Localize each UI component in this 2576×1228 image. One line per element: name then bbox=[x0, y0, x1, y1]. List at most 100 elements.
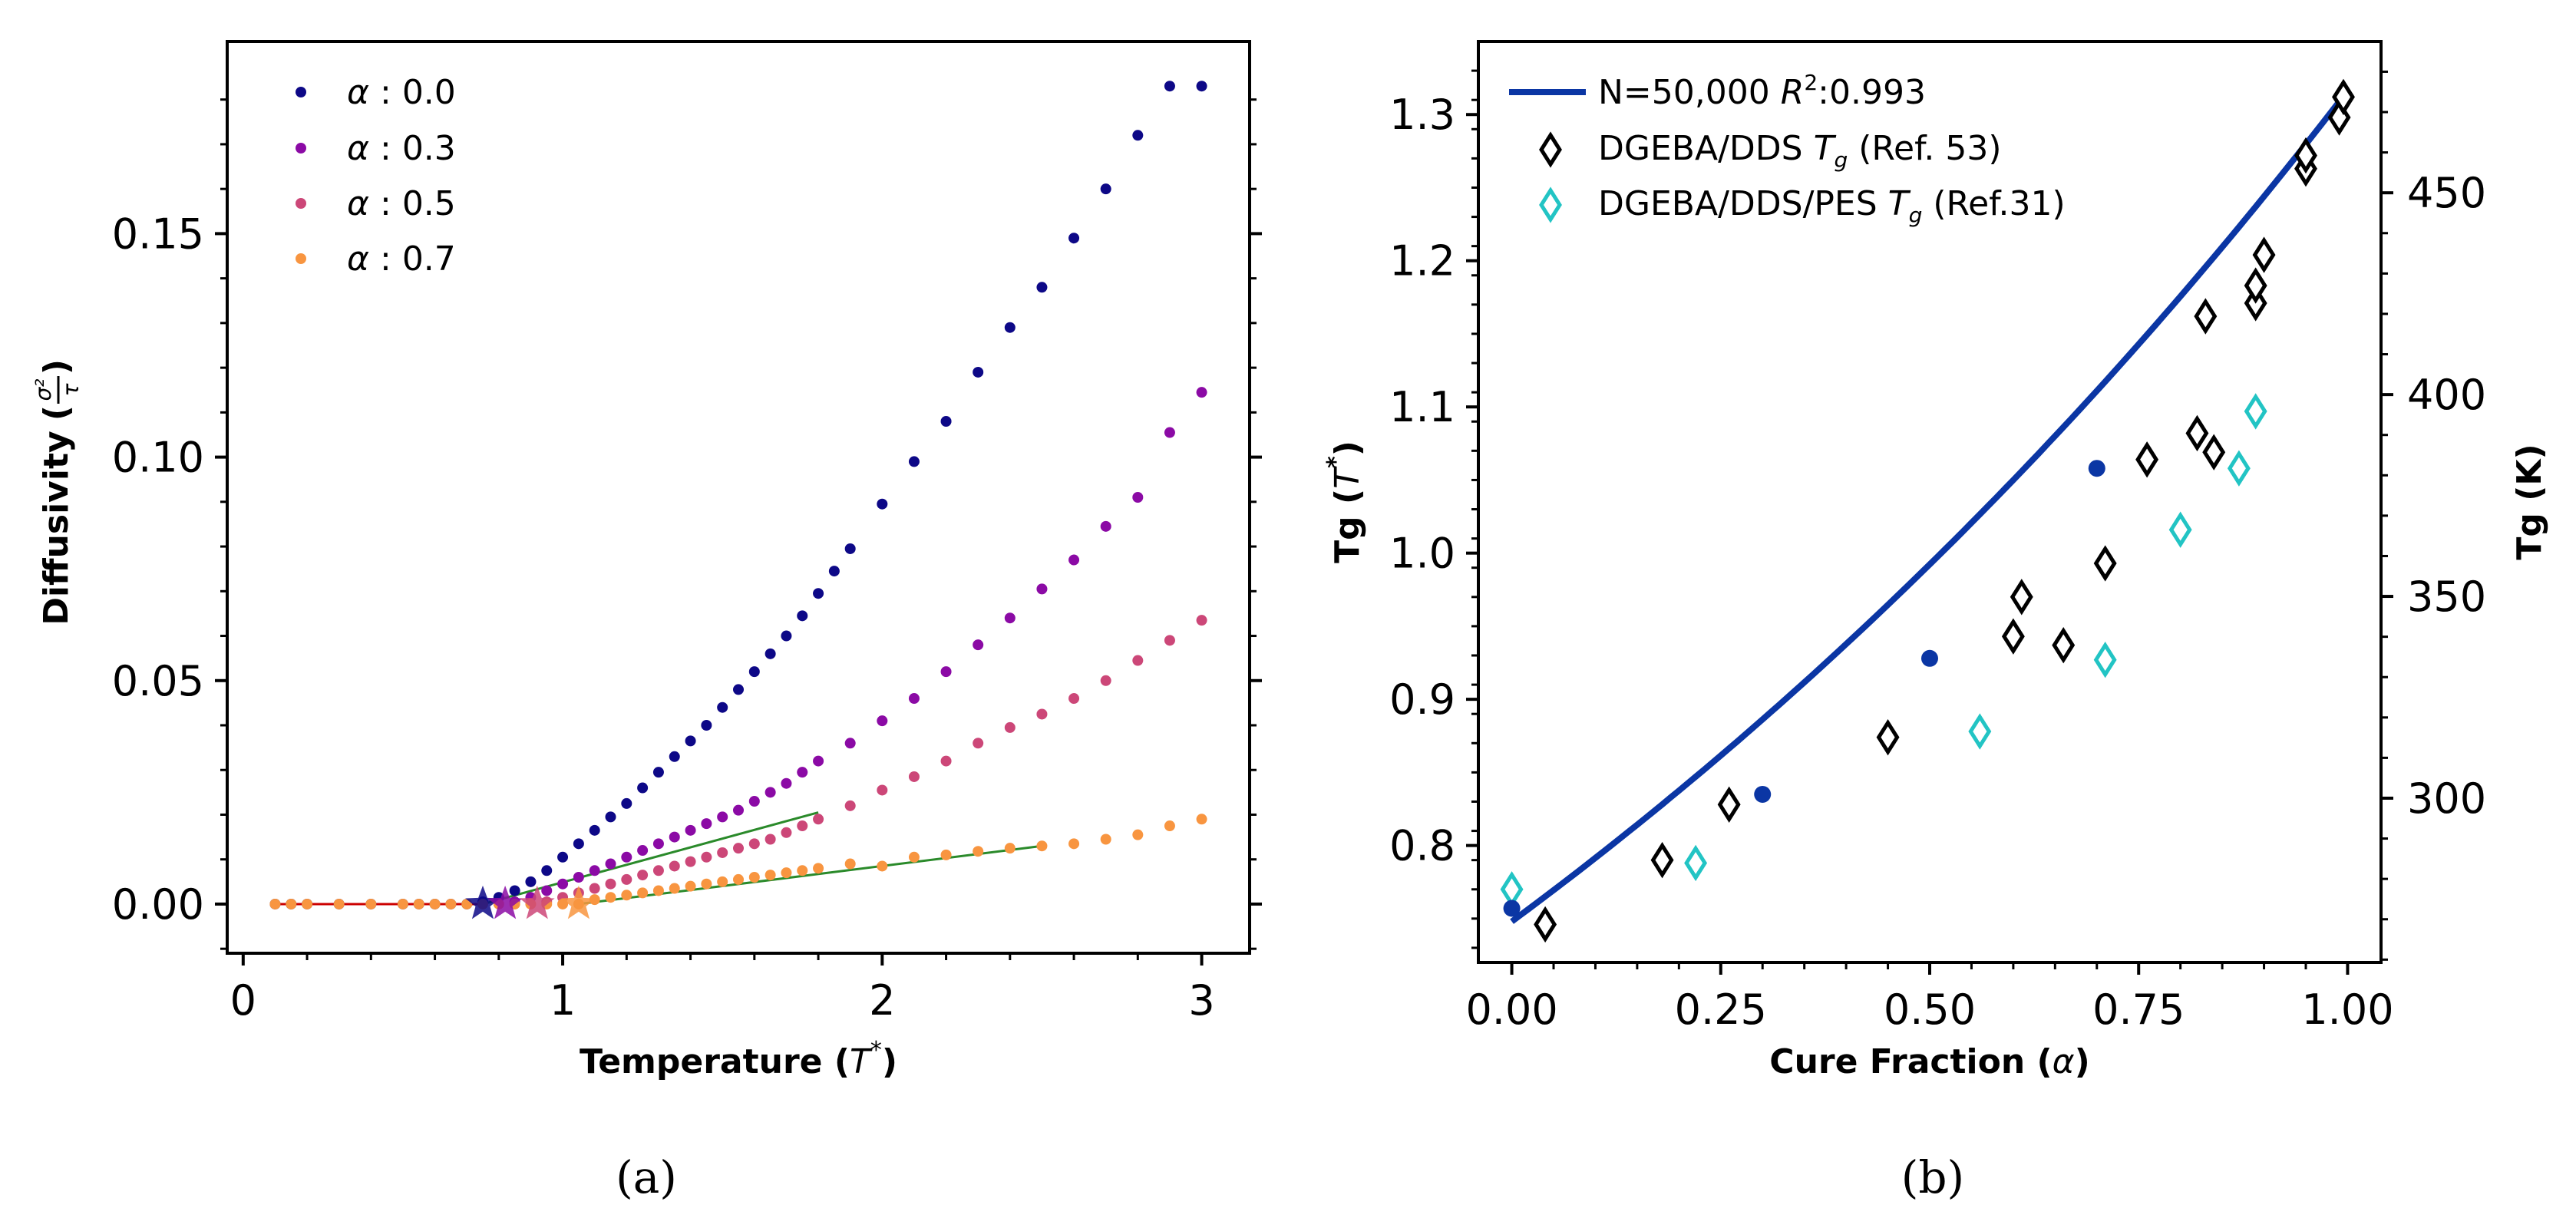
panel-b-right-y-axis-label: Tg (K) bbox=[2510, 444, 2549, 560]
panel-b-data-points bbox=[1500, 78, 2355, 943]
data-point-series-1 bbox=[1036, 583, 1048, 595]
panel-b-plot-frame bbox=[1477, 40, 2383, 964]
fit-line bbox=[482, 811, 819, 906]
data-point-series-3 bbox=[813, 863, 824, 874]
data-point-series-3 bbox=[973, 846, 984, 857]
diamond-point-series-1 bbox=[2093, 642, 2117, 678]
data-point-series-2 bbox=[669, 860, 680, 872]
data-point-series-3 bbox=[1004, 843, 1016, 854]
data-point-series-3 bbox=[445, 898, 457, 909]
data-point-series-1 bbox=[1004, 612, 1016, 624]
data-point-series-1 bbox=[844, 738, 856, 749]
x-tick-label: 2 bbox=[869, 976, 895, 1025]
legend-label-alpha-value: : 0.3 bbox=[369, 129, 456, 168]
data-point-series-3 bbox=[797, 865, 808, 876]
data-point-series-2 bbox=[637, 870, 649, 881]
legend-entry-alpha-0.7: α : 0.7 bbox=[296, 239, 456, 279]
data-point-series-1 bbox=[877, 715, 888, 727]
data-point-series-0 bbox=[1100, 183, 1111, 195]
svg-text:DGEBA/DDS/PES Tg (Ref.31): DGEBA/DDS/PES Tg (Ref.31) bbox=[1598, 184, 2066, 228]
panel-b-x-ticks: 0.00 0.25 0.50 0.75 1.00 bbox=[1465, 962, 2394, 1034]
data-point-series-0 bbox=[605, 811, 616, 823]
svg-text:α : 0.5: α : 0.5 bbox=[347, 184, 456, 223]
data-point-series-3 bbox=[302, 898, 313, 909]
data-point-series-3 bbox=[589, 894, 600, 906]
panel-a-plot-frame bbox=[226, 40, 1251, 955]
panel-b-caption-label: (b) bbox=[1901, 1151, 1964, 1203]
data-point-series-0 bbox=[797, 610, 808, 622]
y2-tick-label: 450 bbox=[2407, 169, 2486, 217]
data-point-series-3 bbox=[429, 898, 441, 909]
data-point-series-0 bbox=[1036, 282, 1048, 293]
data-point-series-2 bbox=[652, 865, 664, 876]
tg-star-marker bbox=[519, 885, 555, 919]
data-point-series-0 bbox=[877, 498, 888, 510]
legend-marker-alpha-0.7 bbox=[296, 253, 306, 264]
legend-label-alpha-symbol: α bbox=[347, 239, 369, 279]
data-point-series-3 bbox=[1100, 834, 1111, 845]
data-point-series-0 bbox=[1196, 81, 1207, 92]
data-point-series-0 bbox=[1004, 322, 1016, 333]
diamond-point-series-1 bbox=[2244, 393, 2267, 430]
data-point-series-3 bbox=[269, 898, 281, 909]
data-point-series-3 bbox=[621, 890, 632, 901]
data-point-series-2 bbox=[765, 834, 776, 845]
data-point-series-0 bbox=[573, 838, 584, 850]
diamond-point-series-1 bbox=[1684, 844, 1708, 882]
data-point-series-0 bbox=[509, 885, 520, 896]
data-point-series-1 bbox=[908, 693, 920, 705]
panel-b-x-axis-label: Cure Fraction (α) bbox=[1769, 1042, 2089, 1081]
diamond-point-series-0 bbox=[2327, 99, 2351, 136]
data-point-series-1 bbox=[1132, 492, 1144, 503]
y2-tick-label: 400 bbox=[2407, 371, 2486, 419]
legend-entry-fit-curve: N=50,000 R2:0.993 bbox=[1509, 70, 1926, 112]
data-point-series-1 bbox=[781, 777, 792, 789]
data-point-series-3 bbox=[765, 870, 776, 881]
legend-marker-diamond-cyan bbox=[1539, 187, 1562, 223]
legend-label-alpha-value: : 0.7 bbox=[369, 239, 456, 279]
fit-line bbox=[578, 844, 1042, 906]
y2-tick-label: 350 bbox=[2407, 573, 2486, 621]
svg-text:α : 0.7: α : 0.7 bbox=[347, 239, 456, 279]
data-point-series-0 bbox=[828, 566, 840, 577]
legend-label-alpha-symbol: α bbox=[347, 73, 369, 112]
panel-a-y-axis-label: Diffusivity ( σ² τ ) bbox=[31, 359, 84, 626]
data-point-series-2 bbox=[908, 771, 920, 782]
data-point-series-1 bbox=[1196, 387, 1207, 398]
svg-text:): ) bbox=[37, 359, 76, 375]
data-point-series-3 bbox=[1196, 814, 1207, 825]
tg-star-marker bbox=[487, 885, 523, 919]
legend-fit-name: N=50,000 bbox=[1598, 73, 1770, 112]
y-tick-label: 0.8 bbox=[1389, 822, 1455, 870]
data-point-series-1 bbox=[605, 858, 616, 870]
data-point-series-2 bbox=[940, 755, 952, 767]
data-point-series-3 bbox=[908, 851, 920, 863]
data-point-series-1 bbox=[573, 872, 584, 883]
svg-text:N=50,000 R2:0.993: N=50,000 R2:0.993 bbox=[1598, 70, 1926, 112]
y-tick-label: 1.0 bbox=[1389, 530, 1455, 578]
panel-a-tg-stars bbox=[465, 885, 596, 919]
panel-a-y-ticks: 0.00 0.05 0.10 0.15 bbox=[112, 98, 1262, 950]
tg-star-marker bbox=[561, 885, 596, 919]
panel-b-legend: N=50,000 R2:0.993 DGEBA/DDS Tg (Ref. 53)… bbox=[1509, 70, 2066, 228]
data-point-series-0 bbox=[733, 684, 744, 695]
panel-b-right-y-ticks: 300 350 400 450 bbox=[2381, 70, 2486, 961]
data-point-series-2 bbox=[973, 738, 984, 749]
data-point-series-1 bbox=[541, 885, 553, 896]
data-point-series-3 bbox=[413, 898, 424, 909]
svg-text:Tg (T*): Tg (T*) bbox=[1323, 441, 1367, 563]
data-point-series-0 bbox=[669, 751, 680, 762]
data-point-series-0 bbox=[701, 720, 712, 731]
svg-text:α : 0.3: α : 0.3 bbox=[347, 129, 456, 168]
diamond-point-series-0 bbox=[2052, 626, 2076, 664]
diamond-point-series-0 bbox=[1534, 906, 1557, 943]
data-point-series-0 bbox=[781, 630, 792, 642]
data-point-series-0 bbox=[765, 648, 776, 659]
diamond-point-series-0 bbox=[1717, 786, 1741, 823]
legend-entry-alpha-0.3: α : 0.3 bbox=[296, 129, 456, 168]
diamond-point-series-1 bbox=[1500, 871, 1524, 908]
x-tick-label: 0 bbox=[230, 976, 256, 1025]
data-point-series-0 bbox=[525, 876, 537, 887]
legend-dgeba-dds-pes-name: DGEBA/DDS/PES bbox=[1598, 184, 1878, 223]
